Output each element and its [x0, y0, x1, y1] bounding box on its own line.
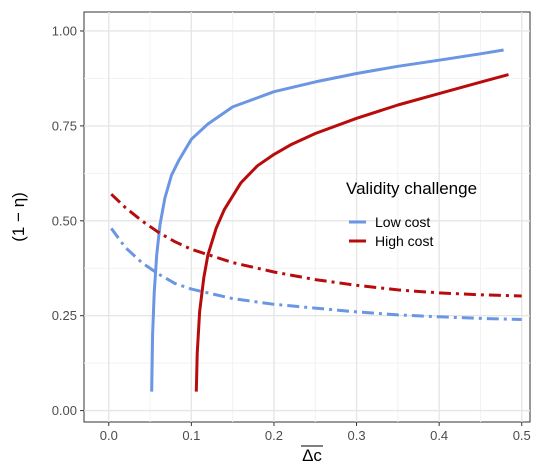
y-tick-label: 0.50: [52, 213, 77, 228]
legend-label: Low cost: [375, 214, 430, 230]
x-axis-title: Δc: [302, 446, 322, 465]
grid: [84, 12, 530, 422]
x-tick-label: 0.3: [348, 428, 366, 443]
y-tick-label: 1.00: [52, 23, 77, 38]
x-tick-label: 0.2: [265, 428, 283, 443]
solid-series-line-1: [194, 73, 509, 392]
y-axis-title: (1 − η): [9, 192, 28, 242]
legend-title: Validity challenge: [346, 179, 477, 198]
x-tick-label: 0.0: [100, 428, 118, 443]
series-lines: [110, 48, 522, 392]
x-tick-label: 0.4: [430, 428, 448, 443]
legend-label: High cost: [375, 233, 433, 249]
solid-series-line-0: [150, 48, 504, 392]
axes: 0.0 0.1 0.2 0.3 0.4 0.5 0.00 0.25 0.50 0.75 1.00: [52, 23, 531, 443]
plot-panel: [83, 11, 531, 423]
legend: Validity challenge Low cost High cost: [346, 179, 477, 249]
x-tick-label: 0.5: [513, 428, 531, 443]
y-tick-label: 0.25: [52, 308, 77, 323]
y-tick-label: 0.00: [52, 403, 77, 418]
x-tick-label: 0.1: [182, 428, 200, 443]
dashdot-series-line-3: [110, 193, 522, 298]
y-tick-label: 0.75: [52, 118, 77, 133]
